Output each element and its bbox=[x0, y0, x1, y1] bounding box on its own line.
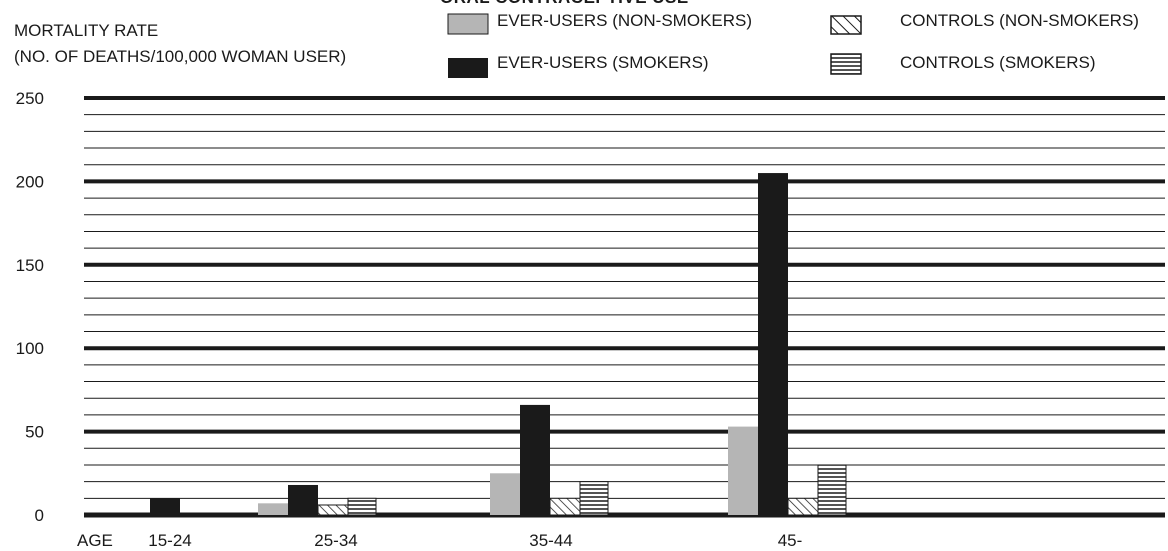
bar-controls-smokers bbox=[347, 497, 377, 516]
legend-swatch-gray bbox=[447, 13, 489, 35]
bar-ever-users-smokers bbox=[288, 484, 318, 515]
bar-ever-users-smokers bbox=[150, 498, 180, 515]
bar-controls-non-smokers bbox=[317, 504, 349, 516]
bar-controls-smokers bbox=[579, 481, 609, 516]
x-tick-labels: AGE 15-24 25-34 35-44 45- bbox=[77, 531, 802, 550]
bar-controls-smokers bbox=[817, 464, 847, 516]
y-tick-label: 0 bbox=[35, 506, 44, 525]
legend-label: EVER-USERS (NON-SMOKERS) bbox=[497, 11, 753, 30]
bar-ever-users-non-smokers bbox=[728, 426, 758, 515]
legend-swatch-diagonal-hatch bbox=[830, 15, 862, 35]
x-tick-label: 35-44 bbox=[529, 531, 572, 550]
y-axis-label: MORTALITY RATE (NO. OF DEATHS/100,000 WO… bbox=[14, 18, 346, 70]
bars bbox=[150, 173, 847, 516]
y-tick-label: 100 bbox=[16, 339, 44, 358]
y-axis-label-line1: MORTALITY RATE bbox=[14, 21, 159, 40]
x-axis-label: AGE bbox=[77, 531, 113, 550]
bar-controls-non-smokers bbox=[549, 497, 581, 516]
legend-swatch-black bbox=[448, 58, 488, 78]
y-tick-label: 250 bbox=[16, 89, 44, 108]
x-tick-label: 25-34 bbox=[314, 531, 357, 550]
x-tick-label: 45- bbox=[778, 531, 803, 550]
y-tick-label: 50 bbox=[25, 423, 44, 442]
y-axis-label-line2: (NO. OF DEATHS/100,000 WOMAN USER) bbox=[14, 47, 347, 66]
y-tick-label: 150 bbox=[16, 256, 44, 275]
bar-ever-users-smokers bbox=[758, 173, 788, 515]
gridlines bbox=[84, 96, 1165, 518]
chart-title-fragment: ORAL CONTRACEPTIVE USE bbox=[440, 0, 689, 8]
x-tick-label: 15-24 bbox=[148, 531, 191, 550]
y-tick-labels: 0 50 100 150 200 250 bbox=[16, 89, 44, 525]
bar-ever-users-smokers bbox=[520, 404, 550, 515]
y-tick-label: 200 bbox=[16, 172, 44, 191]
bar-controls-non-smokers bbox=[787, 497, 819, 516]
bar-ever-users-non-smokers bbox=[490, 473, 520, 515]
bar-ever-users-non-smokers bbox=[258, 503, 288, 515]
legend-swatch-horizontal-hatch bbox=[830, 53, 862, 75]
legend-label: EVER-USERS (SMOKERS) bbox=[497, 53, 709, 72]
legend-label: CONTROLS (SMOKERS) bbox=[900, 53, 1096, 72]
legend-label: CONTROLS (NON-SMOKERS) bbox=[900, 11, 1139, 30]
